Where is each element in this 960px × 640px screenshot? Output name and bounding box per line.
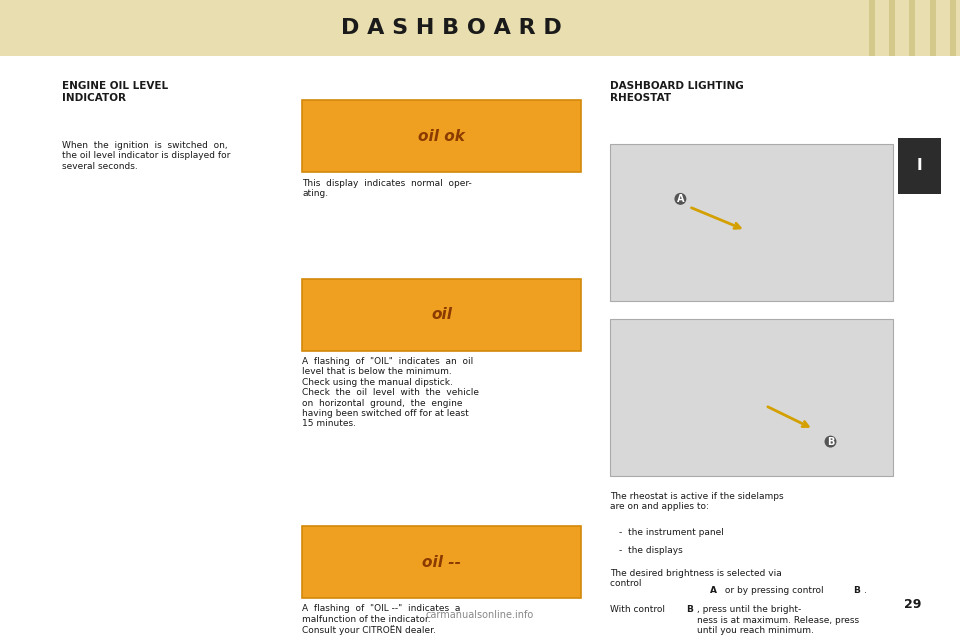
FancyBboxPatch shape [610,144,893,301]
Text: A: A [677,194,684,204]
Text: oil --: oil -- [422,555,461,570]
FancyBboxPatch shape [302,279,581,351]
Text: oil: oil [431,307,452,323]
Bar [929,0,936,56]
Bar [869,0,875,56]
Text: .: . [864,586,867,595]
Bar [949,0,956,56]
Text: The rheostat is active if the sidelamps
are on and applies to:: The rheostat is active if the sidelamps … [610,492,783,511]
Text: I: I [917,159,922,173]
Text: A  flashing  of  "OIL"  indicates  an  oil
level that is below the minimum.
Chec: A flashing of "OIL" indicates an oil lev… [302,357,479,428]
Text: B: B [827,436,834,447]
Text: B: B [686,605,693,614]
Text: -  the displays: - the displays [619,545,683,555]
Text: or by pressing control: or by pressing control [722,586,827,595]
FancyBboxPatch shape [0,0,960,56]
Text: This  display  indicates  normal  oper-
ating.: This display indicates normal oper- atin… [302,179,472,198]
Text: , press until the bright-
ness is at maximum. Release, press
until you reach min: , press until the bright- ness is at max… [697,605,859,635]
Text: A: A [710,586,717,595]
Text: -  the instrument panel: - the instrument panel [619,528,724,537]
Bar [898,138,941,194]
Text: ENGINE OIL LEVEL
INDICATOR: ENGINE OIL LEVEL INDICATOR [62,81,169,103]
Bar [909,0,916,56]
FancyBboxPatch shape [302,526,581,598]
FancyBboxPatch shape [610,319,893,476]
Text: 29: 29 [904,598,922,611]
Text: When  the  ignition  is  switched  on,
the oil level indicator is displayed for
: When the ignition is switched on, the oi… [62,141,230,171]
Text: D A S H B O A R D: D A S H B O A R D [341,18,562,38]
Text: With control: With control [610,605,667,614]
Text: A  flashing  of  "OIL --"  indicates  a
malfunction of the indicator.
Consult yo: A flashing of "OIL --" indicates a malfu… [302,604,461,636]
Text: oil ok: oil ok [419,129,465,144]
FancyBboxPatch shape [302,100,581,172]
Text: DASHBOARD LIGHTING
RHEOSTAT: DASHBOARD LIGHTING RHEOSTAT [610,81,743,103]
Text: The desired brightness is selected via
control: The desired brightness is selected via c… [610,569,781,588]
Bar [889,0,895,56]
Text: carmanualsonline.info: carmanualsonline.info [426,610,534,620]
Text: B: B [853,586,860,595]
